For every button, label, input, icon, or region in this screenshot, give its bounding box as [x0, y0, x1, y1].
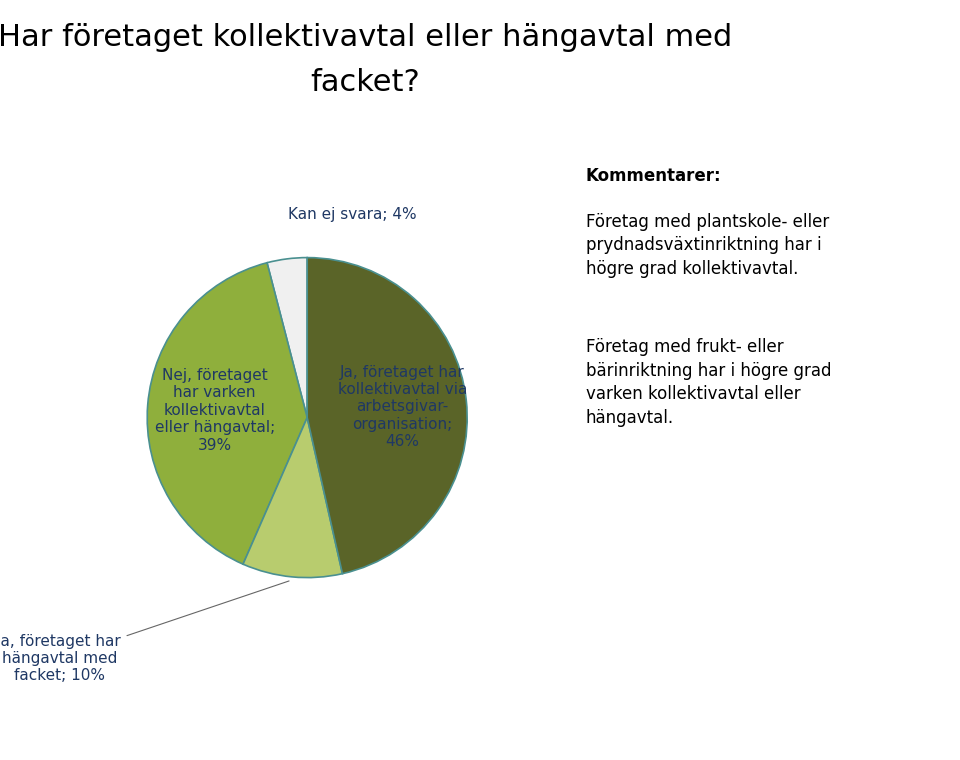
Text: Kommentarer:: Kommentarer: [586, 167, 721, 185]
Text: facket?: facket? [310, 68, 420, 97]
Text: Företag med plantskole- eller
prydnadsväxtinriktning har i
högre grad kollektiva: Företag med plantskole- eller prydnadsvä… [586, 213, 828, 278]
Text: Nej, företaget
har varken
kollektivavtal
eller hängavtal;
39%: Nej, företaget har varken kollektivavtal… [155, 368, 275, 452]
Wedge shape [307, 258, 468, 574]
Wedge shape [147, 263, 307, 564]
Text: Kan ej svara; 4%: Kan ej svara; 4% [288, 207, 417, 223]
Wedge shape [267, 258, 307, 417]
Text: Företag med frukt- eller
bärinriktning har i högre grad
varken kollektivavtal el: Företag med frukt- eller bärinriktning h… [586, 338, 831, 427]
Text: Ja, företaget har
hängavtal med
facket; 10%: Ja, företaget har hängavtal med facket; … [0, 581, 289, 683]
Wedge shape [243, 417, 343, 578]
Text: Har företaget kollektivavtal eller hängavtal med: Har företaget kollektivavtal eller hänga… [0, 23, 732, 52]
Text: Ja, företaget har
kollektivavtal via
arbetsgivar-
organisation;
46%: Ja, företaget har kollektivavtal via arb… [338, 365, 468, 449]
